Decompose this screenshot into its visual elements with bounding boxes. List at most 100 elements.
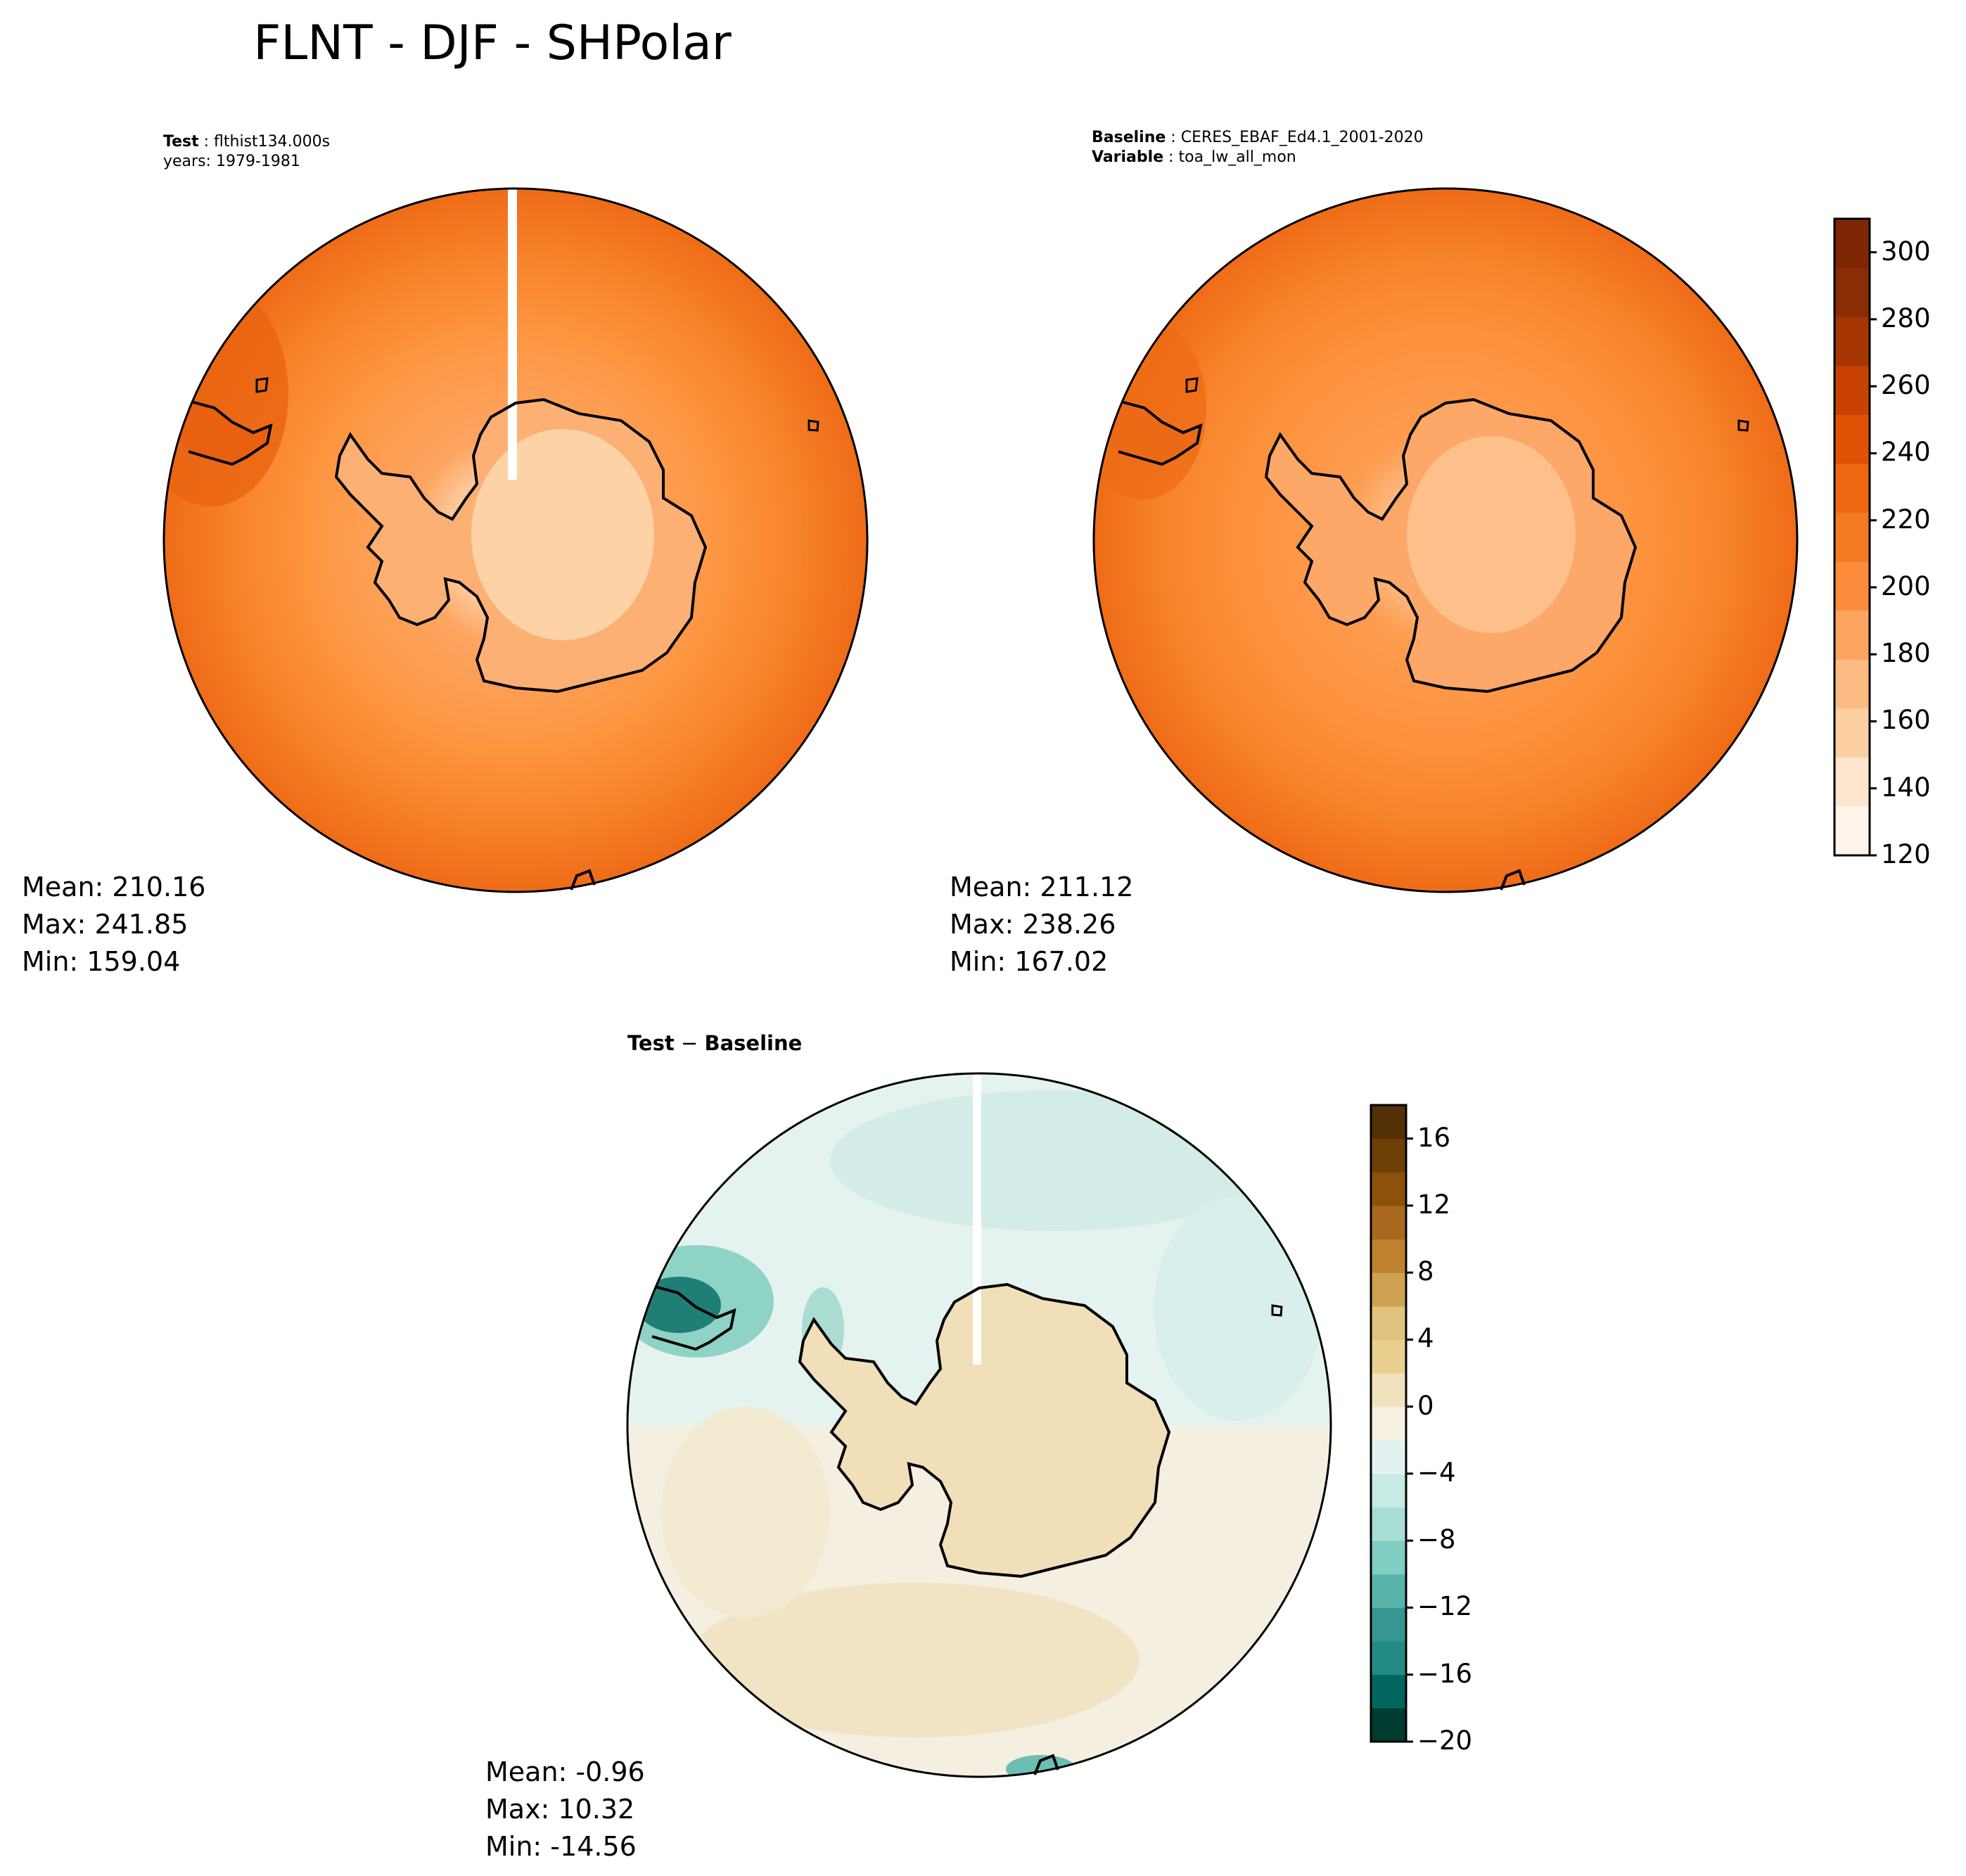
colorbar-swatch — [1834, 219, 1870, 269]
diff-panel-title: Test − Baseline — [627, 1031, 802, 1055]
colorbar-tick-label: 4 — [1417, 1323, 1434, 1354]
colorbar-tick-label: 140 — [1881, 772, 1931, 803]
colorbar-swatch — [1834, 512, 1870, 562]
diff-title-op: − — [674, 1031, 705, 1055]
island-east — [1737, 419, 1749, 432]
south-america-coastline — [188, 400, 273, 466]
island-east — [1271, 1304, 1283, 1317]
new-zealand-tip — [1500, 869, 1526, 891]
south-america-landmass — [1106, 401, 1201, 464]
colorbar-swatch — [1371, 1708, 1406, 1742]
island-east — [808, 419, 819, 432]
diff-title-left: Test — [627, 1031, 675, 1055]
colorbar-swatch — [1371, 1373, 1406, 1408]
colorbar-tick-label: 260 — [1881, 370, 1931, 401]
diff-map-panel — [626, 1072, 1332, 1778]
colorbar-swatch — [1834, 561, 1870, 611]
test-max: Max: 241.85 — [22, 909, 189, 940]
colorbar-tick-label: −16 — [1417, 1658, 1473, 1689]
colorbar-swatch — [1371, 1172, 1406, 1206]
test-label-bold: Test — [163, 133, 199, 151]
negative-anomaly-west — [661, 1407, 830, 1618]
colorbar-swatch — [1834, 806, 1870, 856]
colorbar-swatch — [1371, 1540, 1406, 1575]
baseline-min: Min: 167.02 — [950, 946, 1109, 977]
missing-data-seam — [508, 189, 517, 480]
negative-anomaly-south — [689, 1583, 1140, 1737]
diff-min: Min: -14.56 — [485, 1831, 637, 1862]
colorbar-tick-label: −4 — [1417, 1457, 1456, 1488]
baseline-map-panel — [1092, 187, 1799, 893]
colorbar-tick-label: 12 — [1417, 1189, 1451, 1220]
colorbar-tick-label: 300 — [1881, 236, 1931, 267]
colorbar-swatch — [1834, 464, 1870, 513]
colorbar-swatch — [1371, 1607, 1406, 1642]
colorbar-swatch — [1834, 708, 1870, 758]
colorbar-tick-label: 220 — [1881, 504, 1931, 535]
colorbar-swatch — [1371, 1406, 1406, 1441]
south-america-coastline — [651, 1284, 736, 1351]
baseline-name: CERES_EBAF_Ed4.1_2001-2020 — [1180, 129, 1424, 146]
map-boundary — [1092, 187, 1799, 893]
baseline-mean: Mean: 211.12 — [950, 872, 1134, 902]
sa-high-flnt-region — [164, 281, 288, 506]
map-boundary — [162, 187, 869, 893]
baseline-panel-label: Baseline : CERES_EBAF_Ed4.1_2001-2020 Va… — [1092, 128, 1424, 167]
colorbar-tick-label: −8 — [1417, 1524, 1456, 1555]
colorbar-swatch — [1371, 1473, 1406, 1508]
colorbar-swatch — [1371, 1507, 1406, 1541]
colorbar-tick-label: 280 — [1881, 302, 1931, 333]
diff-title-right: Baseline — [704, 1031, 803, 1055]
east-antarctic-plateau — [471, 429, 654, 640]
colorbar-swatch — [1371, 1574, 1406, 1608]
colorbar-tick-label: 180 — [1881, 638, 1931, 669]
east-antarctic-plateau — [1407, 436, 1576, 633]
colorbar-swatch — [1371, 1205, 1406, 1240]
colorbar-tick-label: 120 — [1881, 839, 1931, 869]
colorbar-swatch — [1834, 659, 1870, 709]
colorbar-swatch — [1371, 1306, 1406, 1340]
diff-colorbar — [1370, 1104, 1413, 1743]
missing-data-seam — [973, 1073, 981, 1365]
test-mean: Mean: 210.16 — [22, 872, 206, 902]
test-map-panel — [162, 187, 869, 893]
colorbar-swatch — [1371, 1239, 1406, 1273]
test-panel-label: Test : flthist134.000s years: 1979-1981 — [163, 132, 330, 172]
baseline-stats: Mean: 211.12 Max: 238.26 Min: 167.02 — [950, 869, 1133, 981]
test-case-name: flthist134.000s — [214, 133, 331, 151]
colorbar-tick-label: 8 — [1417, 1256, 1434, 1287]
variable-name: toa_lw_all_mon — [1178, 148, 1296, 166]
sa-strong-positive-anomaly — [637, 1277, 721, 1333]
colorbar-tick-label: −12 — [1417, 1591, 1473, 1622]
test-years: years: 1979-1981 — [163, 153, 300, 170]
diff-stats: Mean: -0.96 Max: 10.32 Min: -14.56 — [485, 1754, 645, 1865]
variable-label-sep: : — [1163, 148, 1179, 166]
diff-mean: Mean: -0.96 — [485, 1756, 645, 1787]
baseline-label-bold: Baseline — [1092, 129, 1166, 146]
colorbar-swatch — [1834, 365, 1870, 415]
positive-anomaly-east — [1154, 1196, 1322, 1421]
colorbar-swatch — [1371, 1105, 1406, 1140]
new-zealand-tip — [1033, 1754, 1059, 1775]
baseline-max: Max: 238.26 — [950, 909, 1116, 940]
colorbar-tick-label: 0 — [1417, 1390, 1434, 1421]
figure-title: FLNT - DJF - SHPolar — [253, 15, 732, 71]
colorbar-tick-label: −20 — [1417, 1725, 1473, 1756]
colorbar-frame — [1370, 1104, 1408, 1743]
map-boundary — [626, 1072, 1332, 1778]
colorbar-tick-label: 240 — [1881, 437, 1931, 468]
colorbar-tick-label: 16 — [1417, 1122, 1451, 1153]
colorbar-tick-label: 200 — [1881, 570, 1931, 601]
colorbar-swatch — [1834, 414, 1870, 464]
colorbar-swatch — [1371, 1138, 1406, 1173]
colorbar-swatch — [1834, 610, 1870, 661]
colorbar-swatch — [1371, 1674, 1406, 1709]
south-america-coastline — [1118, 400, 1203, 466]
colorbar-swatch — [1371, 1272, 1406, 1307]
diff-max: Max: 10.32 — [485, 1794, 635, 1825]
baseline-label-sep: : — [1166, 129, 1181, 146]
colorbar-frame — [1833, 217, 1871, 857]
colorbar-swatch — [1371, 1440, 1406, 1474]
colorbar-swatch — [1834, 317, 1870, 366]
